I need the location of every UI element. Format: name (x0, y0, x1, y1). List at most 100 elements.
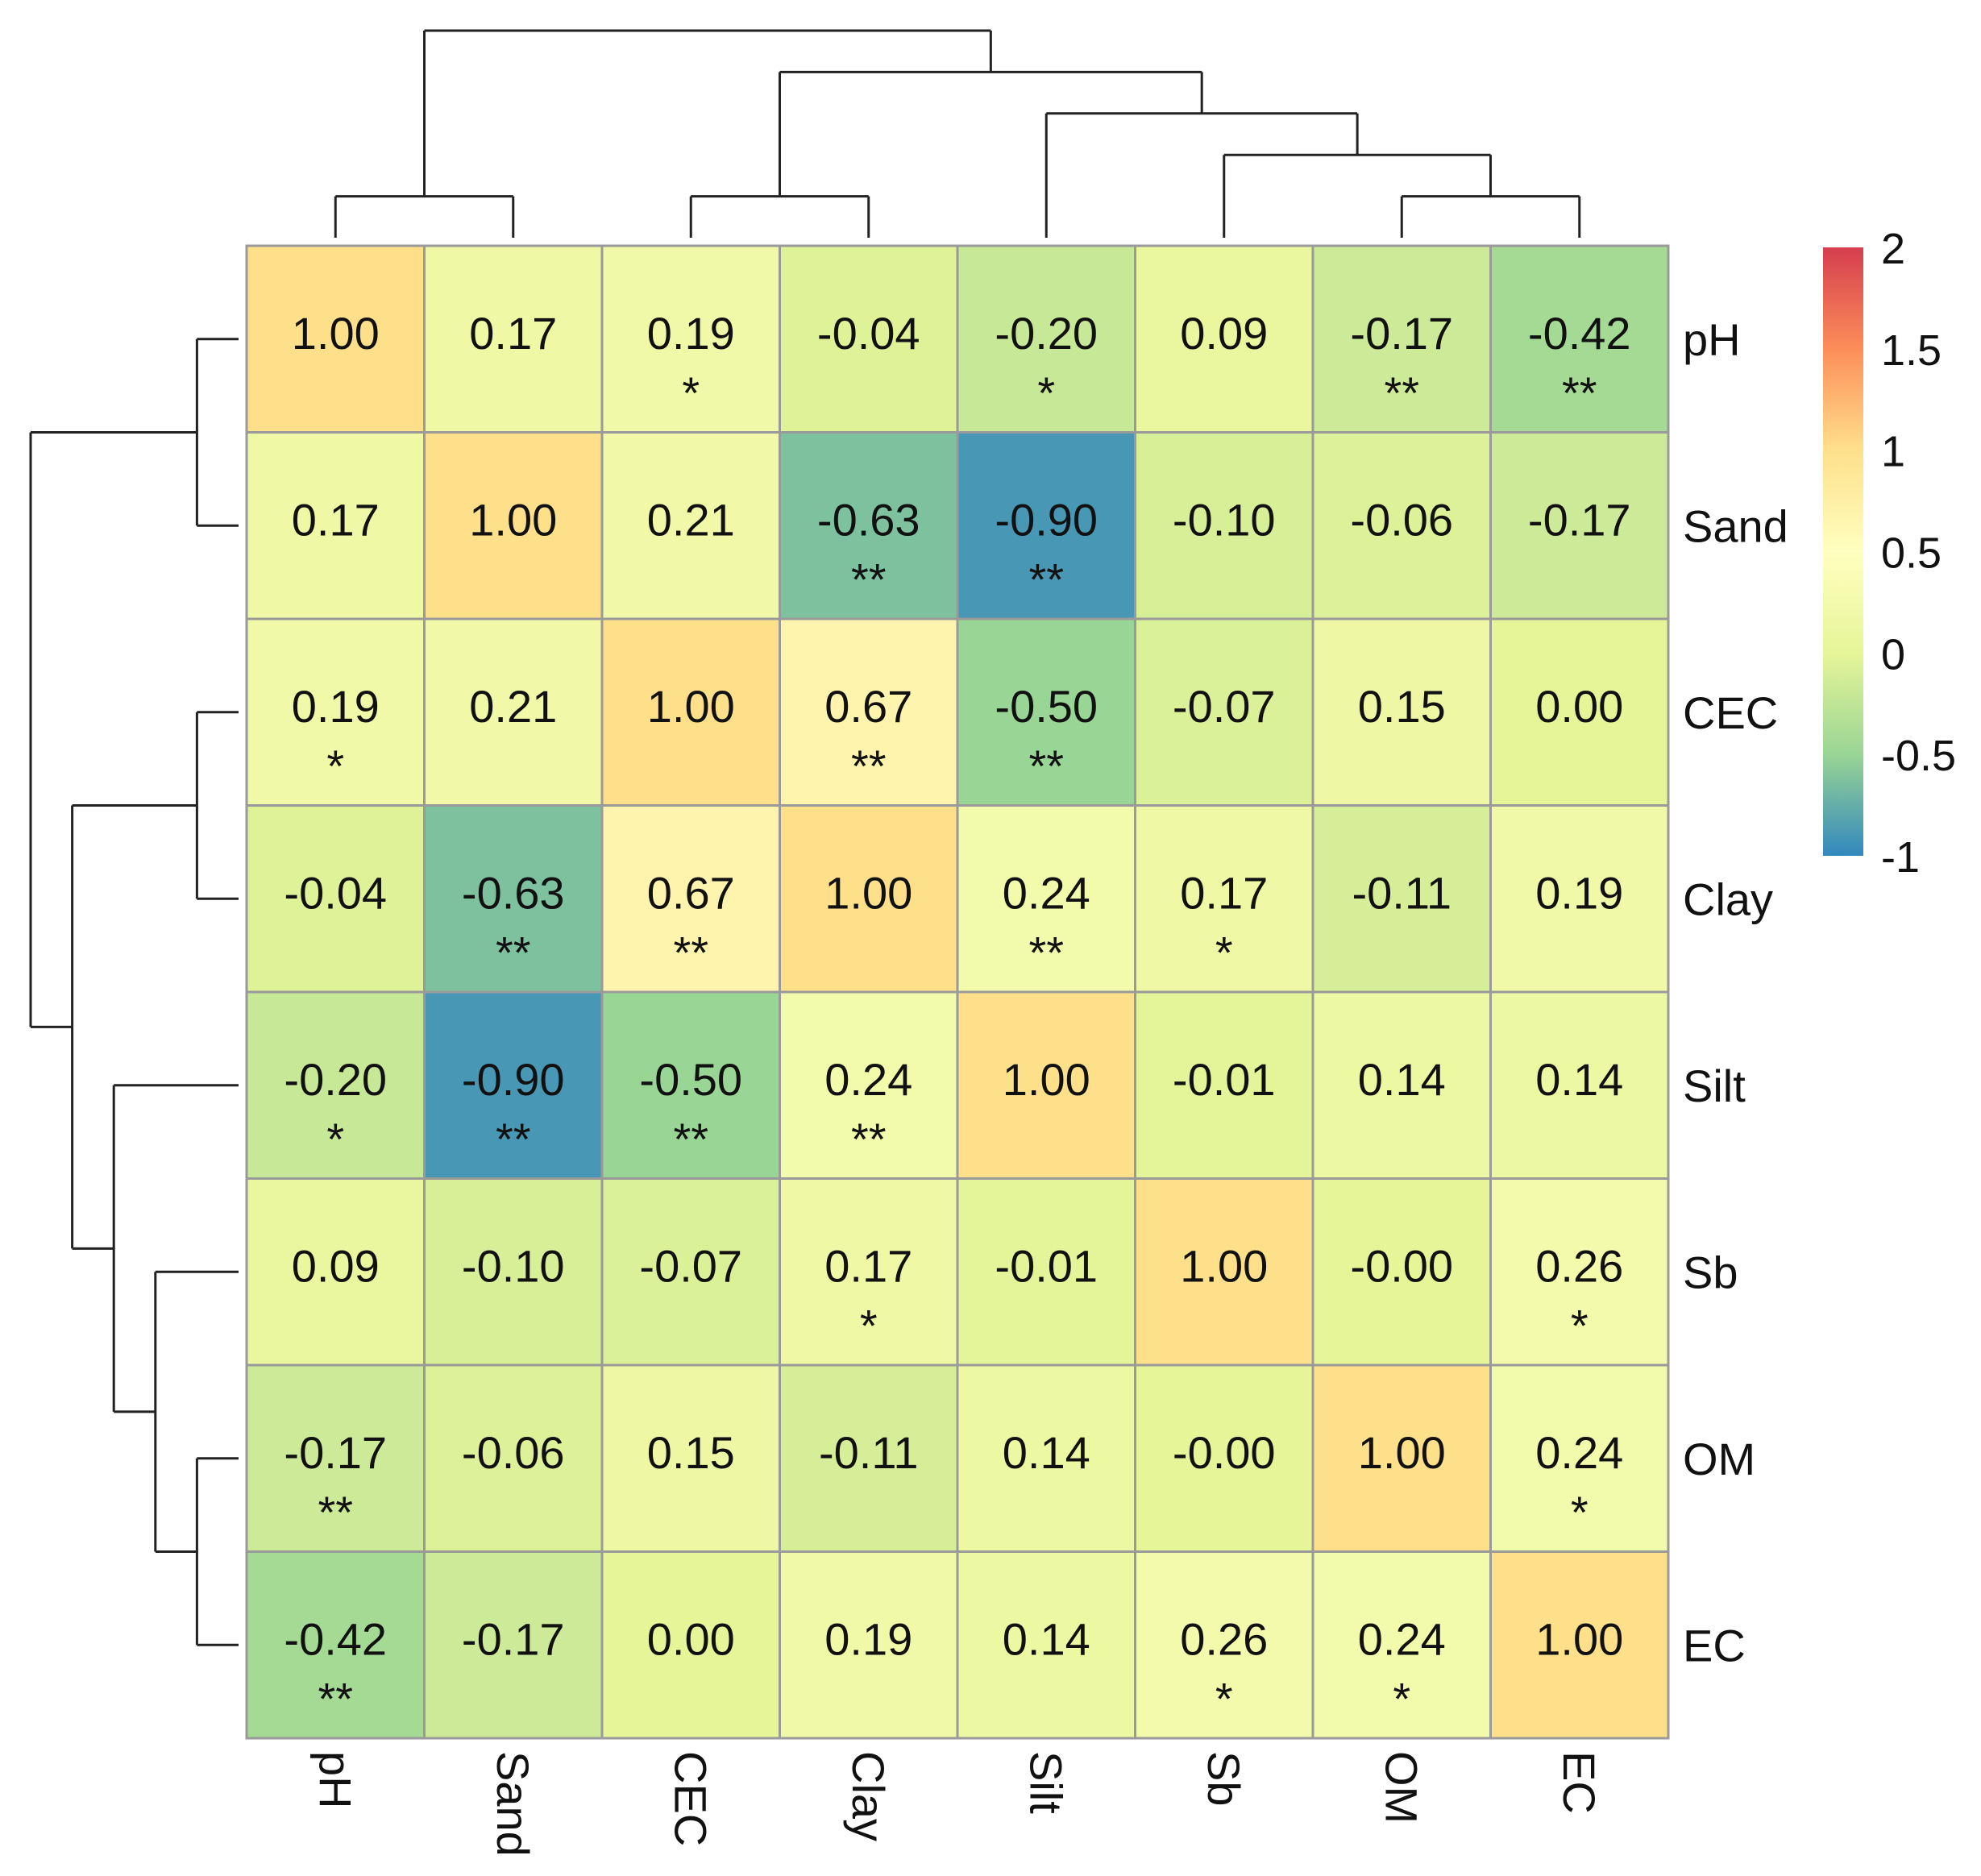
heatmap-cell-ec-om (1311, 1550, 1492, 1740)
cell-value-label: 0.00 (647, 1614, 735, 1665)
significance-marker: ** (318, 1674, 353, 1725)
cell-value-label: 0.19 (824, 1614, 912, 1665)
cell-value-label: 0.24 (1535, 1427, 1623, 1478)
significance-marker: ** (673, 928, 708, 978)
heatmap-cell-clay-cec (600, 804, 781, 994)
heatmap-cell-om-sand (423, 1363, 604, 1553)
cell-value-label: -0.11 (1352, 868, 1451, 919)
heatmap-cell-ph-cec (600, 244, 781, 434)
heatmap-cell-om-ec (1489, 1363, 1670, 1553)
heatmap-cell-cec-sb (1134, 617, 1314, 807)
significance-marker: ** (1028, 928, 1064, 978)
column-label-clay: Clay (843, 1751, 894, 1841)
cell-value-label: 0.14 (1003, 1614, 1090, 1665)
legend-tick-label: -0.5 (1881, 732, 1956, 780)
heatmap-cell-sb-sb (1134, 1177, 1314, 1367)
heatmap-cell-ph-silt (956, 244, 1136, 434)
column-label-ec: EC (1554, 1751, 1605, 1814)
significance-marker: ** (851, 741, 887, 791)
heatmap-cell-ph-clay (779, 244, 959, 434)
cell-value-label: -0.06 (462, 1427, 565, 1478)
legend-tick-label: 1 (1881, 428, 1905, 476)
cell-value-label: 0.00 (1535, 681, 1623, 732)
cell-value-label: -0.90 (995, 495, 1098, 546)
heatmap-cell-ec-cec (600, 1550, 781, 1740)
legend-tick-label: 1.5 (1881, 326, 1942, 375)
row-label-cec: CEC (1683, 687, 1778, 738)
row-label-om: OM (1683, 1434, 1755, 1484)
significance-marker: ** (496, 928, 531, 978)
legend-tick-label: 0 (1881, 630, 1905, 679)
cell-value-label: 0.26 (1535, 1241, 1623, 1292)
cell-value-label: 0.15 (1358, 681, 1446, 732)
significance-marker: * (860, 1301, 878, 1351)
heatmap-cell-cec-clay (779, 617, 959, 807)
significance-marker: ** (1384, 367, 1419, 418)
cell-value-label: -0.01 (995, 1241, 1098, 1292)
heatmap-cell-sand-ec (1489, 431, 1670, 620)
heatmap-cell-om-ph (245, 1363, 426, 1553)
heatmap-cell-clay-silt (956, 804, 1136, 994)
heatmap-cell-sb-ph (245, 1177, 426, 1367)
cell-value-label: -0.06 (1350, 495, 1453, 546)
significance-marker: * (326, 1114, 344, 1164)
heatmap-cell-ph-ec (1489, 244, 1670, 434)
column-label-silt: Silt (1020, 1751, 1071, 1814)
cell-value-label: 1.00 (647, 681, 735, 732)
legend-tick-label: 2 (1881, 225, 1905, 273)
cell-value-label: -0.63 (817, 495, 920, 546)
cell-value-label: -0.50 (995, 681, 1098, 732)
legend-color-bar (1823, 247, 1863, 856)
heatmap-cell-sand-om (1311, 431, 1492, 620)
significance-marker: ** (1028, 741, 1064, 791)
cell-value-label: 0.17 (292, 495, 380, 546)
heatmap-cell-silt-ec (1489, 990, 1670, 1180)
significance-marker: * (1571, 1487, 1589, 1538)
significance-marker: * (1393, 1674, 1410, 1725)
cell-value-label: 1.00 (469, 495, 557, 546)
heatmap-cell-ec-ph (245, 1550, 426, 1740)
heatmap-cell-silt-sand (423, 990, 604, 1180)
heatmap-cell-silt-ph (245, 990, 426, 1180)
heatmap-cell-ec-ec (1489, 1550, 1670, 1740)
heatmap-cell-sb-cec (600, 1177, 781, 1367)
cell-value-label: 1.00 (1535, 1614, 1623, 1665)
significance-marker: * (1215, 928, 1233, 978)
heatmap-cell-cec-silt (956, 617, 1136, 807)
cell-value-label: 1.00 (1180, 1241, 1268, 1292)
cell-value-label: 0.09 (1180, 308, 1268, 359)
color-legend: 2 1.5 1 0.5 0 -0.5 -1 (1823, 225, 1956, 882)
heatmap-cell-silt-om (1311, 990, 1492, 1180)
cell-value-label: -0.07 (1173, 681, 1276, 732)
heatmap-cell-clay-sand (423, 804, 604, 994)
cell-value-label: -0.42 (284, 1614, 387, 1665)
cell-value-label: -0.42 (1528, 308, 1631, 359)
cell-value-label: -0.20 (284, 1054, 387, 1105)
cell-value-label: -0.11 (819, 1427, 918, 1478)
cell-value-label: 1.00 (824, 868, 912, 919)
heatmap-cell-ph-ph (245, 244, 426, 434)
cell-value-label: 0.19 (292, 681, 380, 732)
cell-value-label: 0.24 (1358, 1614, 1446, 1665)
cell-value-label: 0.67 (824, 681, 912, 732)
column-dendrogram (334, 29, 1581, 238)
column-label-om: OM (1376, 1751, 1427, 1824)
significance-marker: ** (1028, 554, 1064, 605)
heatmap-cell-sand-silt (956, 431, 1136, 620)
column-label-sand: Sand (488, 1751, 538, 1857)
cell-value-label: 0.15 (647, 1427, 735, 1478)
heatmap-cell-cec-ph (245, 617, 426, 807)
column-label-cec: CEC (665, 1751, 716, 1846)
row-label-clay: Clay (1683, 874, 1773, 924)
column-labels: pH Sand CEC Clay Silt Sb OM EC (309, 1751, 1605, 1857)
heatmap-cells: 1.00 0.17 0.19*-0.04 -0.20*0.09 -0.17**-0.42… (245, 244, 1670, 1740)
heatmap-cell-ph-om (1311, 244, 1492, 434)
cell-value-label: -0.00 (1350, 1241, 1453, 1292)
heatmap-cell-ec-sand (423, 1550, 604, 1740)
row-label-sand: Sand (1683, 500, 1788, 551)
cell-value-label: 0.14 (1535, 1054, 1623, 1105)
heatmap-cell-ec-sb (1134, 1550, 1314, 1740)
heatmap-cell-silt-cec (600, 990, 781, 1180)
heatmap-cell-sand-ph (245, 431, 426, 620)
